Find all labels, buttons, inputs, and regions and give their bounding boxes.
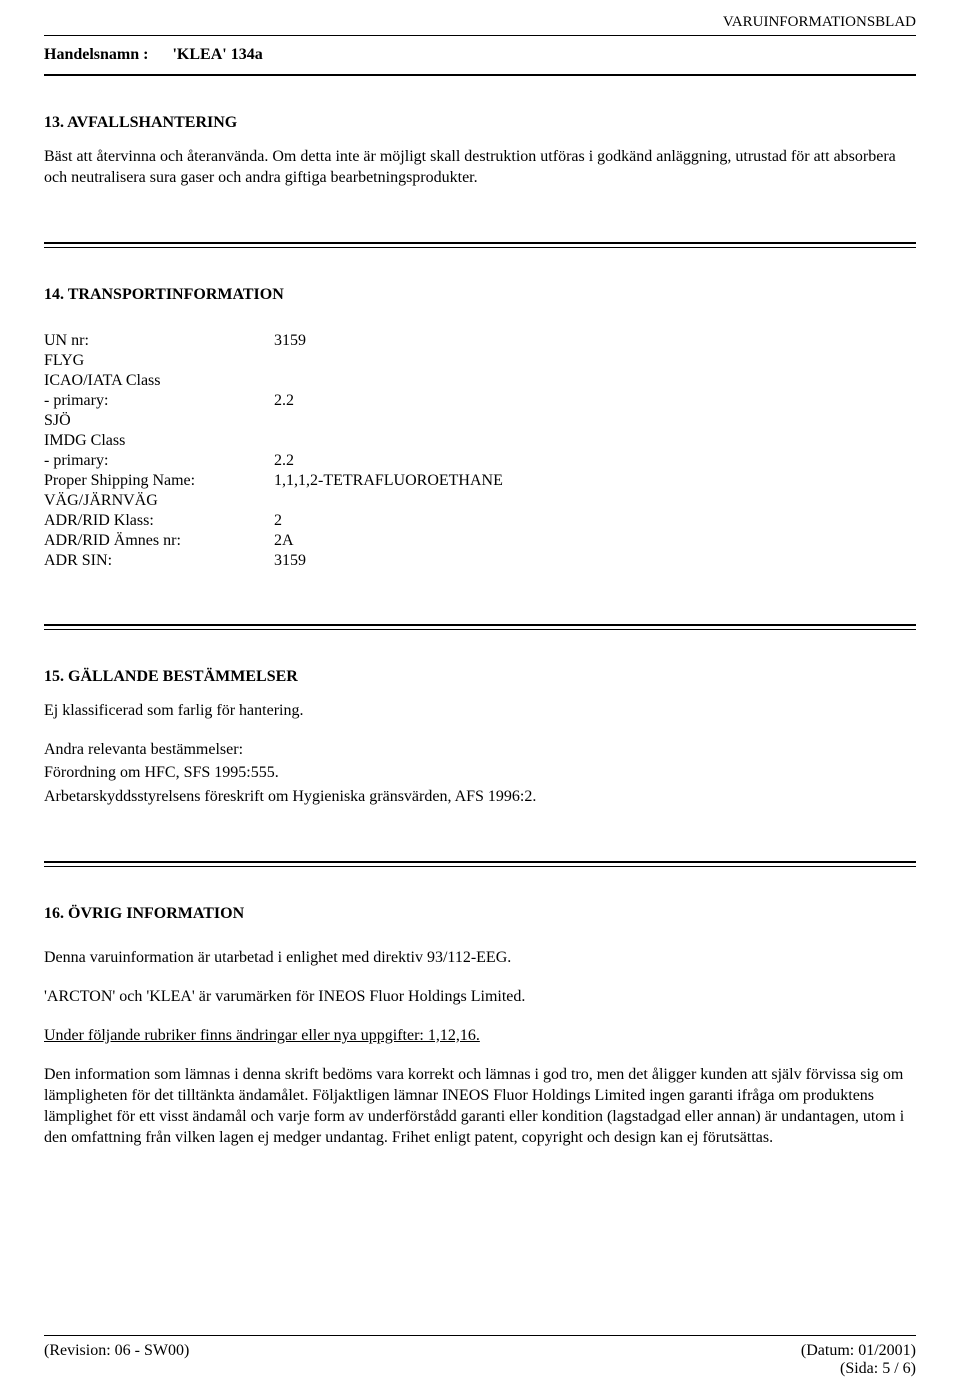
section-15-line1: Ej klassificerad som farlig för hanterin… <box>44 700 916 721</box>
transport-value <box>274 432 916 450</box>
page-footer: (Revision: 06 - SW00) (Datum: 01/2001) (… <box>44 1335 916 1378</box>
footer-date: (Datum: 01/2001) <box>801 1342 916 1360</box>
transport-value <box>274 372 916 390</box>
transport-value: 2 <box>274 512 916 530</box>
transport-label: VÄG/JÄRNVÄG <box>44 492 274 510</box>
transport-label: - primary: <box>44 392 274 410</box>
rule-thick <box>44 861 916 863</box>
footer-revision: (Revision: 06 - SW00) <box>44 1342 189 1360</box>
transport-label: SJÖ <box>44 412 274 430</box>
transport-value <box>274 352 916 370</box>
transport-value: 2.2 <box>274 392 916 410</box>
transport-value: 3159 <box>274 552 916 570</box>
trade-name-value: 'KLEA' 134a <box>172 46 262 64</box>
rule-thin <box>44 629 916 630</box>
section-16-title: 16. ÖVRIG INFORMATION <box>44 905 916 923</box>
transport-value: 3159 <box>274 332 916 350</box>
rule-thick <box>44 242 916 244</box>
rule-thin <box>44 247 916 248</box>
transport-value: 2A <box>274 532 916 550</box>
transport-label: UN nr: <box>44 332 274 350</box>
trade-name-row: Handelsnamn : 'KLEA' 134a <box>44 36 916 74</box>
rule-under-header <box>44 74 916 76</box>
transport-label: ADR SIN: <box>44 552 274 570</box>
rule-thick <box>44 624 916 626</box>
section-14: 14. TRANSPORTINFORMATION UN nr:3159FLYGI… <box>44 286 916 570</box>
section-15-body: Ej klassificerad som farlig för hanterin… <box>44 700 916 806</box>
section-16: 16. ÖVRIG INFORMATION Denna varuinformat… <box>44 905 916 1149</box>
divider-after-13 <box>44 242 916 248</box>
transport-value: 2.2 <box>274 452 916 470</box>
transport-label: IMDG Class <box>44 432 274 450</box>
section-16-p2: 'ARCTON' och 'KLEA' är varumärken för IN… <box>44 986 916 1007</box>
section-15-line2: Andra relevanta bestämmelser: <box>44 739 916 760</box>
section-15-line3: Förordning om HFC, SFS 1995:555. <box>44 762 916 783</box>
footer-row-1: (Revision: 06 - SW00) (Datum: 01/2001) <box>44 1336 916 1360</box>
divider-after-14 <box>44 624 916 630</box>
section-13-title: 13. AVFALLSHANTERING <box>44 114 916 132</box>
section-13: 13. AVFALLSHANTERING Bäst att återvinna … <box>44 114 916 188</box>
section-15-line4: Arbetarskyddsstyrelsens föreskrift om Hy… <box>44 786 916 807</box>
section-14-title: 14. TRANSPORTINFORMATION <box>44 286 916 304</box>
trade-name-label: Handelsnamn : <box>44 46 148 64</box>
transport-label: ICAO/IATA Class <box>44 372 274 390</box>
section-15: 15. GÄLLANDE BESTÄMMELSER Ej klassificer… <box>44 668 916 806</box>
divider-after-15 <box>44 861 916 867</box>
transport-label: ADR/RID Ämnes nr: <box>44 532 274 550</box>
transport-label: - primary: <box>44 452 274 470</box>
rule-thin <box>44 866 916 867</box>
page: VARUINFORMATIONSBLAD Handelsnamn : 'KLEA… <box>0 0 960 1396</box>
transport-value <box>274 412 916 430</box>
doc-type-label: VARUINFORMATIONSBLAD <box>44 14 916 31</box>
footer-row-2: (Sida: 5 / 6) <box>44 1360 916 1378</box>
transport-value <box>274 492 916 510</box>
transport-label: ADR/RID Klass: <box>44 512 274 530</box>
section-16-p3: Under följande rubriker finns ändringar … <box>44 1025 916 1046</box>
footer-page: (Sida: 5 / 6) <box>840 1360 916 1378</box>
section-16-p1: Denna varuinformation är utarbetad i enl… <box>44 947 916 968</box>
transport-label: Proper Shipping Name: <box>44 472 274 490</box>
section-16-p4: Den information som lämnas i denna skrif… <box>44 1064 916 1148</box>
section-16-body: Denna varuinformation är utarbetad i enl… <box>44 947 916 1149</box>
section-13-body: Bäst att återvinna och återanvända. Om d… <box>44 146 916 188</box>
transport-value: 1,1,1,2-TETRAFLUOROETHANE <box>274 472 916 490</box>
transport-label: FLYG <box>44 352 274 370</box>
transport-table: UN nr:3159FLYGICAO/IATA Class- primary:2… <box>44 332 916 570</box>
section-15-title: 15. GÄLLANDE BESTÄMMELSER <box>44 668 916 686</box>
